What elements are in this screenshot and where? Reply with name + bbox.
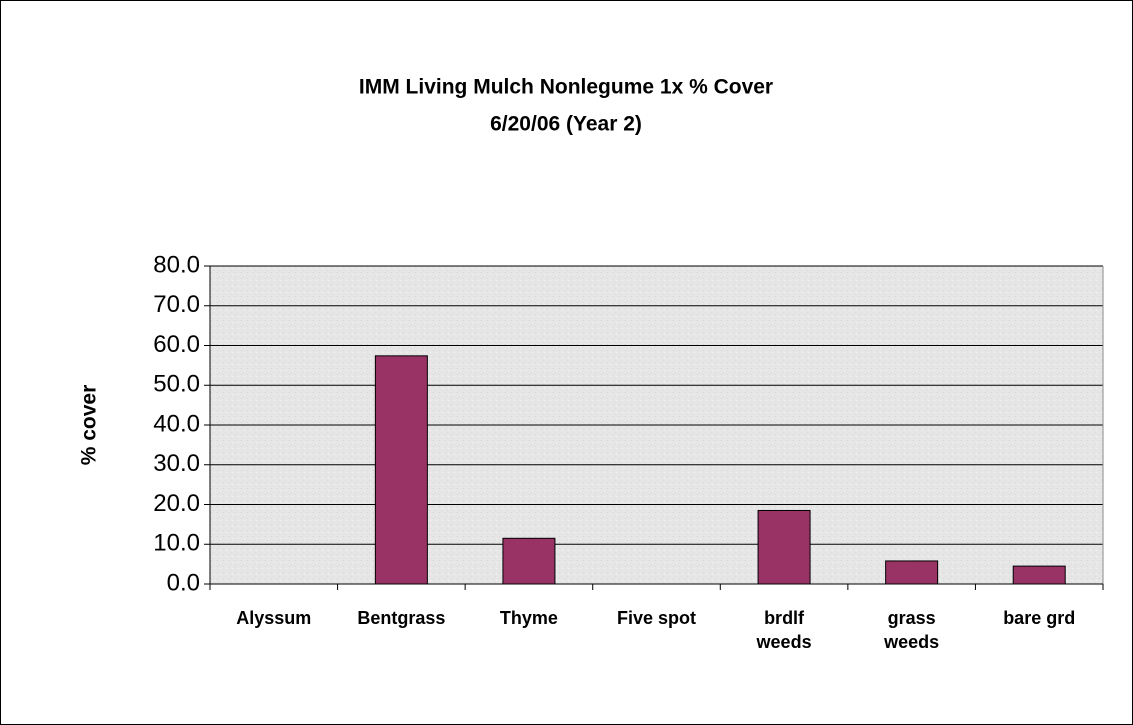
y-axis-label: % cover [78,385,101,466]
bar [1012,565,1066,585]
x-tick-label: Bentgrass [357,608,446,628]
x-tick-label: Thyme [499,608,558,628]
y-tick-label: 60.0 [153,331,200,358]
x-tick-label: bare grd [1003,608,1076,628]
y-tick-label: 20.0 [153,490,200,517]
chart-title: IMM Living Mulch Nonlegume 1x % Cover [359,76,773,99]
y-tick-label: 40.0 [153,410,200,437]
bar [502,537,556,585]
x-tick-label: Five spot [616,608,696,628]
chart-subtitle: 6/20/06 (Year 2) [490,113,642,136]
y-tick-label: 50.0 [153,371,200,398]
y-tick-label: 0.0 [167,569,200,596]
bar [885,560,939,585]
x-tick-label: brdlf weeds [756,608,812,652]
x-tick-label: grass weeds [884,608,940,652]
y-tick-label: 30.0 [153,450,200,477]
bar [374,355,428,585]
y-tick-label: 10.0 [153,530,200,557]
y-tick-label: 80.0 [153,251,200,278]
bar [757,509,811,585]
y-tick-label: 70.0 [153,291,200,318]
x-tick-label: Alyssum [236,608,312,628]
